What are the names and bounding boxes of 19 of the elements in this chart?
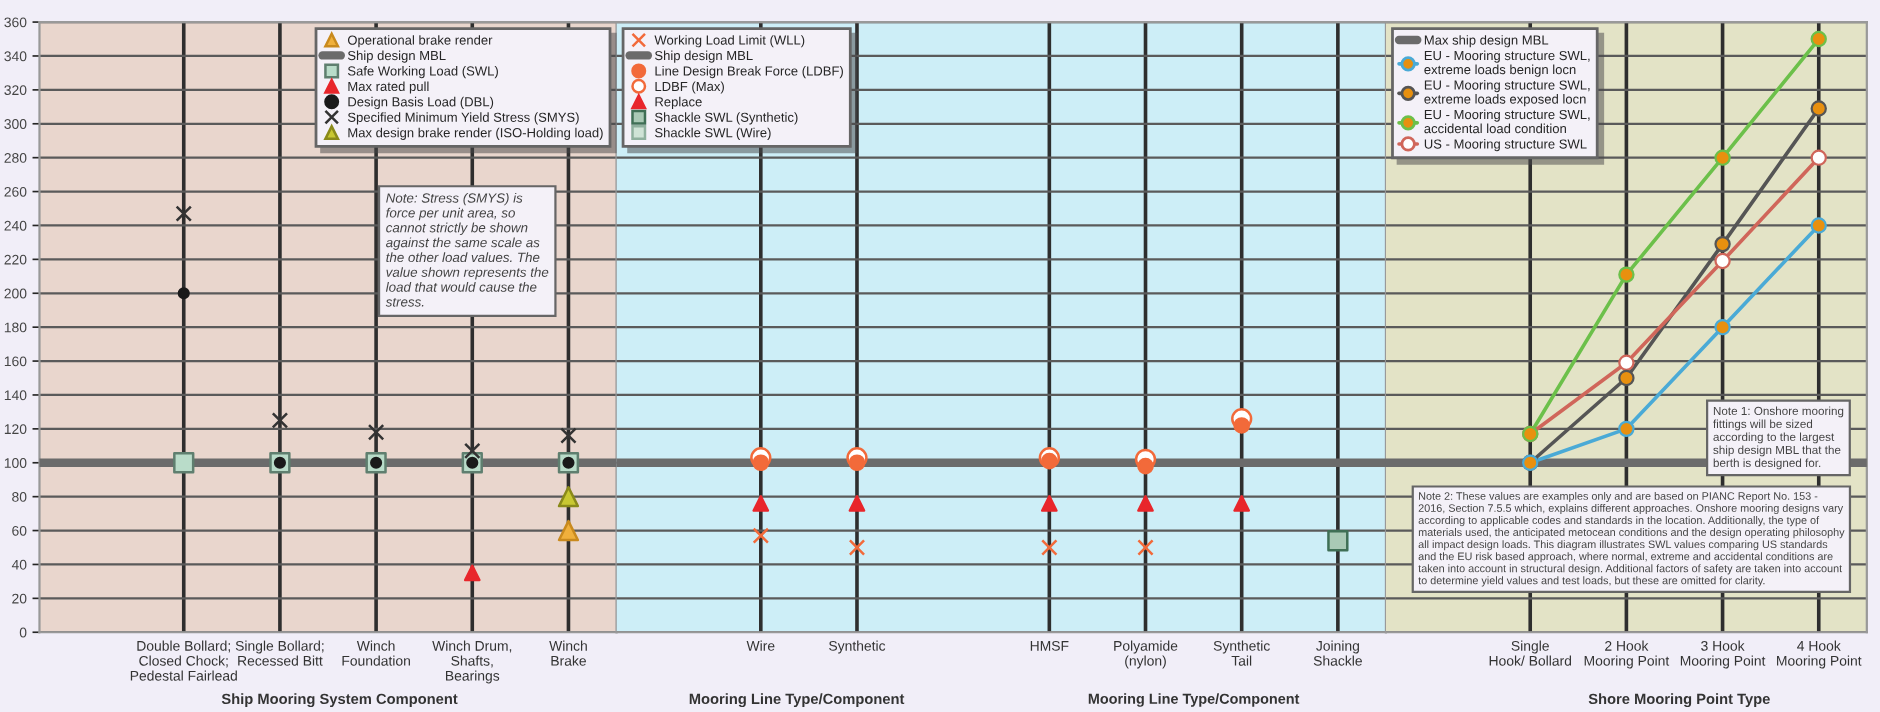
point [848, 539, 866, 556]
point [463, 442, 481, 460]
point [1137, 539, 1154, 556]
point [557, 485, 580, 508]
point [1233, 495, 1251, 512]
point [1137, 495, 1154, 512]
point [848, 495, 866, 512]
point [752, 495, 770, 512]
point [1041, 495, 1058, 512]
point [560, 427, 577, 444]
point [173, 452, 195, 474]
point [1041, 539, 1058, 556]
point [367, 423, 385, 441]
point [557, 519, 580, 542]
point [463, 564, 481, 582]
point [175, 205, 193, 222]
point [752, 527, 770, 544]
point [271, 412, 289, 429]
point [1327, 530, 1349, 552]
